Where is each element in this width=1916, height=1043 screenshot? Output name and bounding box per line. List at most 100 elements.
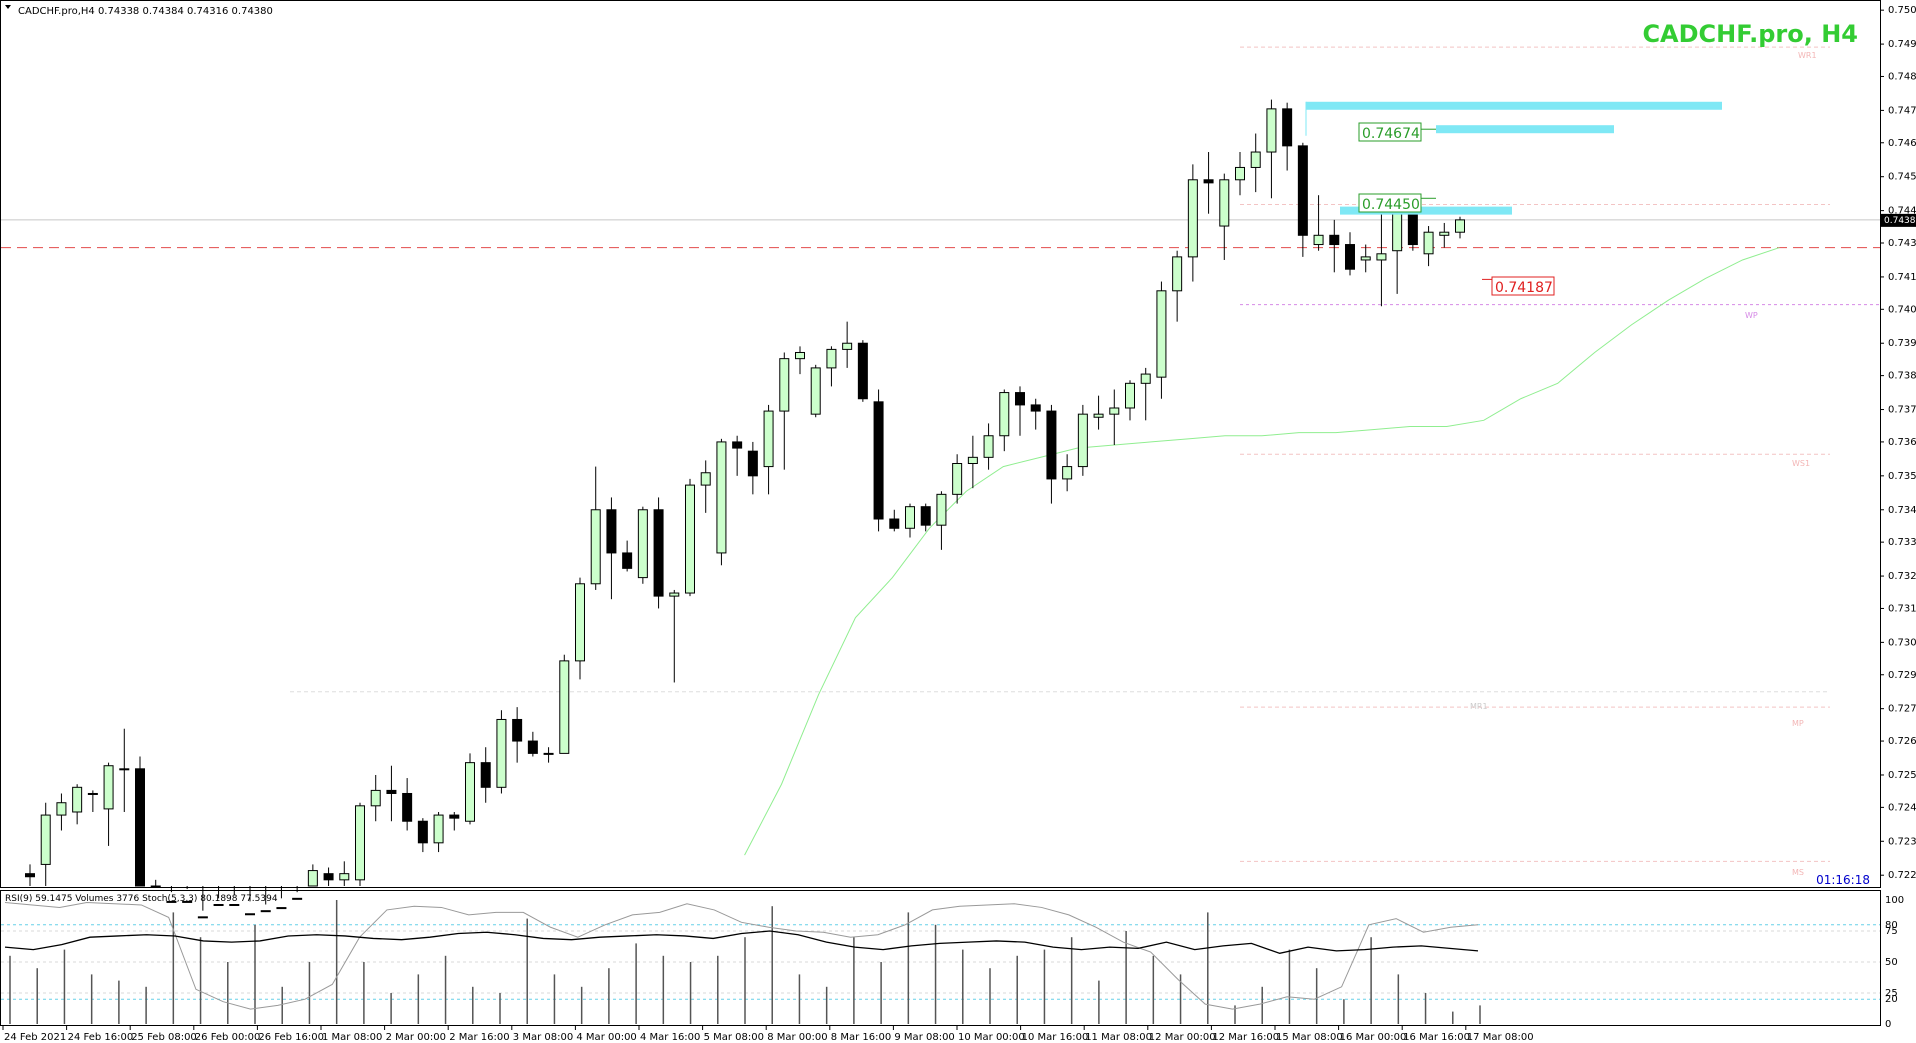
current-price-tag: 0.74380: [1881, 213, 1916, 227]
candle-body-0: [25, 873, 35, 878]
candle-26: [433, 811, 444, 853]
candle-79: [1266, 99, 1277, 199]
candle-29: [480, 747, 491, 803]
candle-12: [213, 886, 224, 907]
candle-body-41: [669, 592, 680, 597]
candle-body-9: [166, 900, 177, 903]
candle-54: [873, 389, 884, 532]
candle-body-49: [795, 351, 805, 360]
candle-body-40: [653, 509, 664, 597]
sub-level-label-3: 50: [1885, 957, 1898, 968]
candle-body-4: [87, 792, 98, 795]
candle-8: [150, 879, 161, 888]
time-tick-label-0: 24 Feb 2021: [4, 1032, 66, 1043]
time-tick-label-3: 26 Feb 00:00: [195, 1032, 261, 1043]
candle-body-18: [307, 870, 318, 887]
candle-body-64: [1030, 404, 1041, 412]
candle-body-29: [480, 762, 491, 788]
candle-51: [826, 346, 837, 387]
candle-5: [103, 762, 114, 846]
candle-25: [417, 818, 428, 853]
candle-body-15: [260, 910, 271, 913]
candle-81: [1297, 142, 1308, 257]
sub-level-label-6: 0: [1885, 1019, 1891, 1030]
candle-65: [1046, 404, 1057, 504]
candles-layer: [25, 99, 1465, 919]
candle-body-3: [72, 786, 83, 813]
time-tick-label-13: 8 Mar 16:00: [831, 1032, 891, 1043]
candle-body-77: [1235, 166, 1245, 181]
time-tick-label-9: 4 Mar 00:00: [576, 1032, 636, 1043]
time-tick-label-1: 24 Feb 16:00: [68, 1032, 134, 1043]
candle-body-39: [637, 509, 648, 579]
candle-body-1: [40, 814, 51, 865]
time-tick-label-2: 25 Feb 08:00: [131, 1032, 197, 1043]
candle-91: [1455, 216, 1465, 239]
candle-45: [732, 435, 743, 476]
candle-76: [1219, 173, 1230, 260]
moving-average-layer: [744, 247, 1780, 856]
candle-body-76: [1219, 179, 1230, 227]
zones-layer: [1305, 101, 1722, 280]
candle-34: [559, 654, 570, 754]
candle-82: [1313, 195, 1324, 251]
candle-body-53: [857, 342, 868, 400]
candle-body-25: [417, 820, 428, 844]
price-tick-label-7: 0.74305: [1888, 238, 1916, 249]
sub-level-label-0: 100: [1885, 895, 1904, 906]
sub-level-label-4: 25: [1885, 988, 1898, 999]
candle-body-89: [1423, 231, 1434, 255]
candle-body-48: [779, 358, 790, 412]
price-tick-label-18: 0.73120: [1888, 603, 1916, 614]
candle-80: [1282, 102, 1293, 171]
candle-body-62: [999, 392, 1010, 437]
candle-53: [857, 340, 868, 402]
candle-46: [747, 441, 758, 495]
label-0.74674: 0.74674: [1358, 122, 1422, 142]
candle-body-5: [103, 765, 114, 810]
candle-68: [1093, 395, 1104, 430]
candle-67: [1077, 404, 1088, 476]
candle-body-54: [873, 401, 884, 520]
candle-body-27: [449, 814, 460, 819]
candle-7: [135, 756, 145, 887]
candle-10: [182, 886, 193, 903]
svg-text:0.74380: 0.74380: [1884, 216, 1916, 226]
candle-40: [653, 497, 664, 609]
candle-17: [292, 886, 303, 900]
zone-mid: [1436, 125, 1614, 134]
price-tick-label-0: 0.75060: [1888, 5, 1916, 16]
candle-body-73: [1172, 256, 1183, 292]
candle-body-69: [1109, 407, 1120, 415]
candle-body-43: [700, 472, 711, 486]
candle-body-86: [1376, 253, 1387, 261]
candle-body-11: [197, 916, 208, 919]
candle-20: [339, 861, 350, 886]
candle-56: [905, 503, 915, 538]
time-tick-label-6: 2 Mar 00:00: [386, 1032, 446, 1043]
dropdown-triangle-icon[interactable]: [5, 5, 11, 9]
candle-body-83: [1329, 234, 1340, 246]
candle-body-59: [952, 463, 963, 495]
candle-71: [1140, 367, 1151, 421]
candle-6: [119, 728, 130, 812]
candle-62: [999, 389, 1010, 452]
ma-line: [744, 247, 1780, 856]
candle-3: [72, 784, 83, 825]
zone-low: [1340, 206, 1512, 215]
price-tick-label-1: 0.74950: [1888, 39, 1916, 50]
candle-78: [1250, 133, 1261, 193]
candle-1: [40, 802, 51, 886]
candle-90: [1439, 222, 1450, 248]
candle-body-2: [56, 802, 67, 816]
main-window-frame: [0, 0, 1881, 888]
price-tick-label-11: 0.73875: [1888, 371, 1916, 382]
candle-89: [1423, 226, 1434, 267]
candle-body-23: [386, 789, 397, 794]
price-tick-label-13: 0.73660: [1888, 437, 1916, 448]
label-0.74187: 0.74187: [1491, 276, 1555, 296]
candle-body-68: [1093, 413, 1104, 418]
price-tick-label-20: 0.72905: [1888, 670, 1916, 681]
